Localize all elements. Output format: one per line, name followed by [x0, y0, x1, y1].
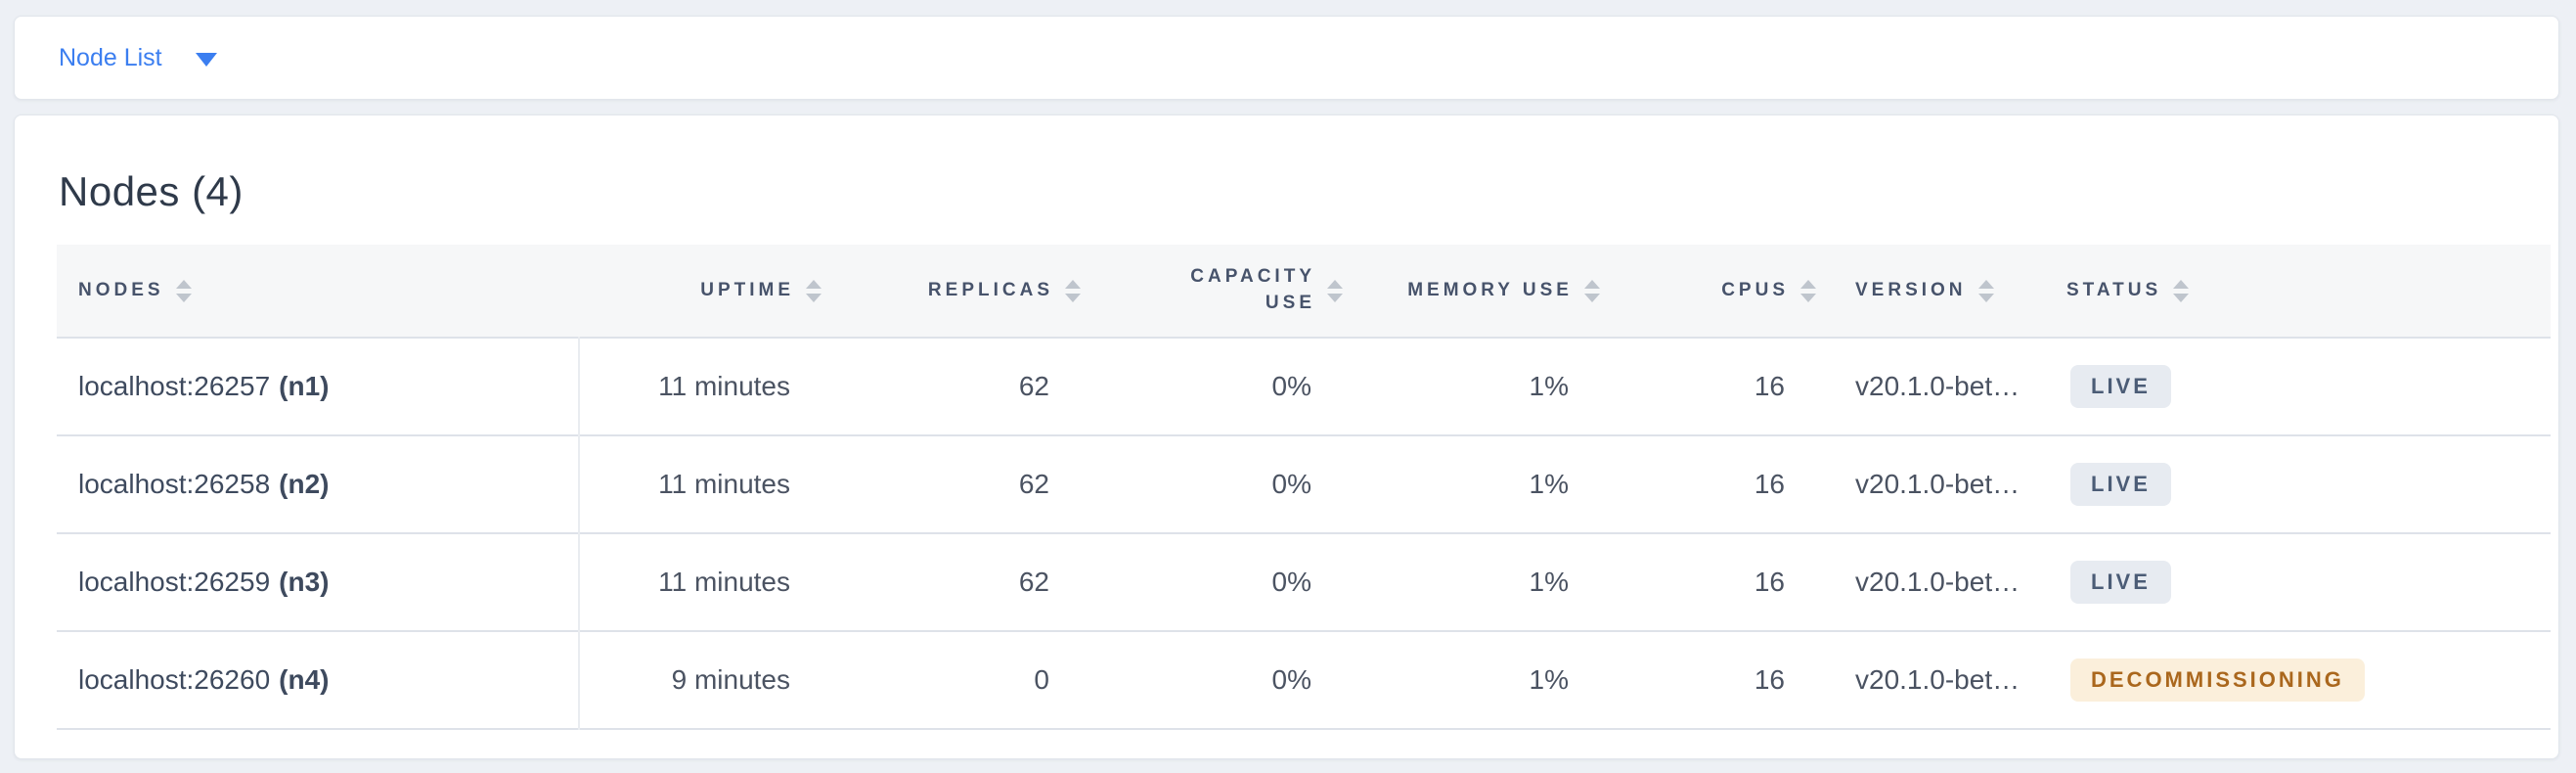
cpus-cell: 16: [1754, 469, 1785, 499]
replicas-cell: 62: [1018, 469, 1049, 499]
page-title: Nodes (4): [59, 168, 244, 214]
capacity-use-cell: 0%: [1271, 371, 1311, 401]
node-address-cell[interactable]: localhost:26258 (n2): [57, 435, 580, 533]
capacity-use-cell: 0%: [1271, 567, 1311, 597]
node-address-cell[interactable]: localhost:26259 (n3): [57, 533, 580, 631]
version-cell: v20.1.0-bet…: [1855, 567, 2021, 597]
capacity-use-cell: 0%: [1271, 664, 1311, 695]
node-list-dropdown-label: Node List: [59, 43, 162, 71]
table-row: localhost:26259 (n3) 11 minutes 62 0% 1% …: [57, 533, 2551, 631]
node-id: (n2): [279, 469, 330, 499]
status-badge: LIVE: [2070, 365, 2171, 408]
column-header-cpus[interactable]: CPUS: [1618, 245, 1834, 338]
status-cell: DECOMMISSIONING: [2047, 631, 2551, 729]
node-address-cell[interactable]: localhost:26260 (n4): [57, 631, 580, 729]
capacity-use-cell: 0%: [1271, 469, 1311, 499]
sort-icon: [806, 279, 822, 302]
status-badge: LIVE: [2070, 463, 2171, 506]
table-row: localhost:26260 (n4) 9 minutes 0 0% 1% 16…: [57, 631, 2551, 729]
uptime-cell: 9 minutes: [671, 664, 790, 695]
chevron-down-icon: [195, 52, 217, 67]
status-badge: DECOMMISSIONING: [2070, 659, 2365, 702]
version-cell: v20.1.0-bet…: [1855, 371, 2021, 401]
sort-icon: [1584, 279, 1600, 302]
uptime-cell: 11 minutes: [658, 371, 790, 401]
status-badge: LIVE: [2070, 561, 2171, 604]
status-cell: LIVE: [2047, 435, 2551, 533]
memory-use-cell: 1%: [1529, 469, 1569, 499]
status-cell: LIVE: [2047, 533, 2551, 631]
table-row: localhost:26257 (n1) 11 minutes 62 0% 1% …: [57, 338, 2551, 435]
cpus-cell: 16: [1754, 371, 1785, 401]
uptime-cell: 11 minutes: [658, 567, 790, 597]
sort-icon: [2173, 279, 2190, 302]
column-header-status[interactable]: STATUS: [2047, 245, 2551, 338]
memory-use-cell: 1%: [1529, 664, 1569, 695]
table-row: localhost:26258 (n2) 11 minutes 62 0% 1% …: [57, 435, 2551, 533]
status-cell: LIVE: [2047, 338, 2551, 435]
node-id: (n4): [279, 664, 330, 695]
nodes-panel: Nodes (4) NODES UPTIME REPLICAS: [14, 114, 2559, 759]
column-header-uptime[interactable]: UPTIME: [579, 245, 839, 338]
column-header-capacity-use[interactable]: CAPACITY USE: [1098, 245, 1360, 338]
node-id: (n3): [279, 567, 330, 597]
uptime-cell: 11 minutes: [658, 469, 790, 499]
nodes-table: NODES UPTIME REPLICAS CAPACITY USE MEMOR…: [57, 245, 2551, 730]
replicas-cell: 62: [1018, 567, 1049, 597]
column-header-replicas[interactable]: REPLICAS: [839, 245, 1098, 338]
sort-icon: [1065, 279, 1081, 302]
sort-icon: [1800, 279, 1816, 302]
cpus-cell: 16: [1754, 567, 1785, 597]
sort-icon: [175, 279, 192, 302]
node-address-cell[interactable]: localhost:26257 (n1): [57, 338, 580, 435]
version-cell: v20.1.0-bet…: [1855, 664, 2021, 695]
table-header-row: NODES UPTIME REPLICAS CAPACITY USE MEMOR…: [57, 245, 2551, 338]
node-list-dropdown[interactable]: Node List: [14, 16, 2559, 100]
node-id: (n1): [279, 371, 330, 401]
replicas-cell: 62: [1018, 371, 1049, 401]
memory-use-cell: 1%: [1529, 371, 1569, 401]
column-header-memory-use[interactable]: MEMORY USE: [1360, 245, 1618, 338]
version-cell: v20.1.0-bet…: [1855, 469, 2021, 499]
replicas-cell: 0: [1034, 664, 1049, 695]
sort-icon: [1977, 279, 1994, 302]
column-header-version[interactable]: VERSION: [1834, 245, 2047, 338]
column-header-nodes[interactable]: NODES: [57, 245, 579, 338]
memory-use-cell: 1%: [1529, 567, 1569, 597]
sort-icon: [1327, 279, 1343, 302]
cpus-cell: 16: [1754, 664, 1785, 695]
